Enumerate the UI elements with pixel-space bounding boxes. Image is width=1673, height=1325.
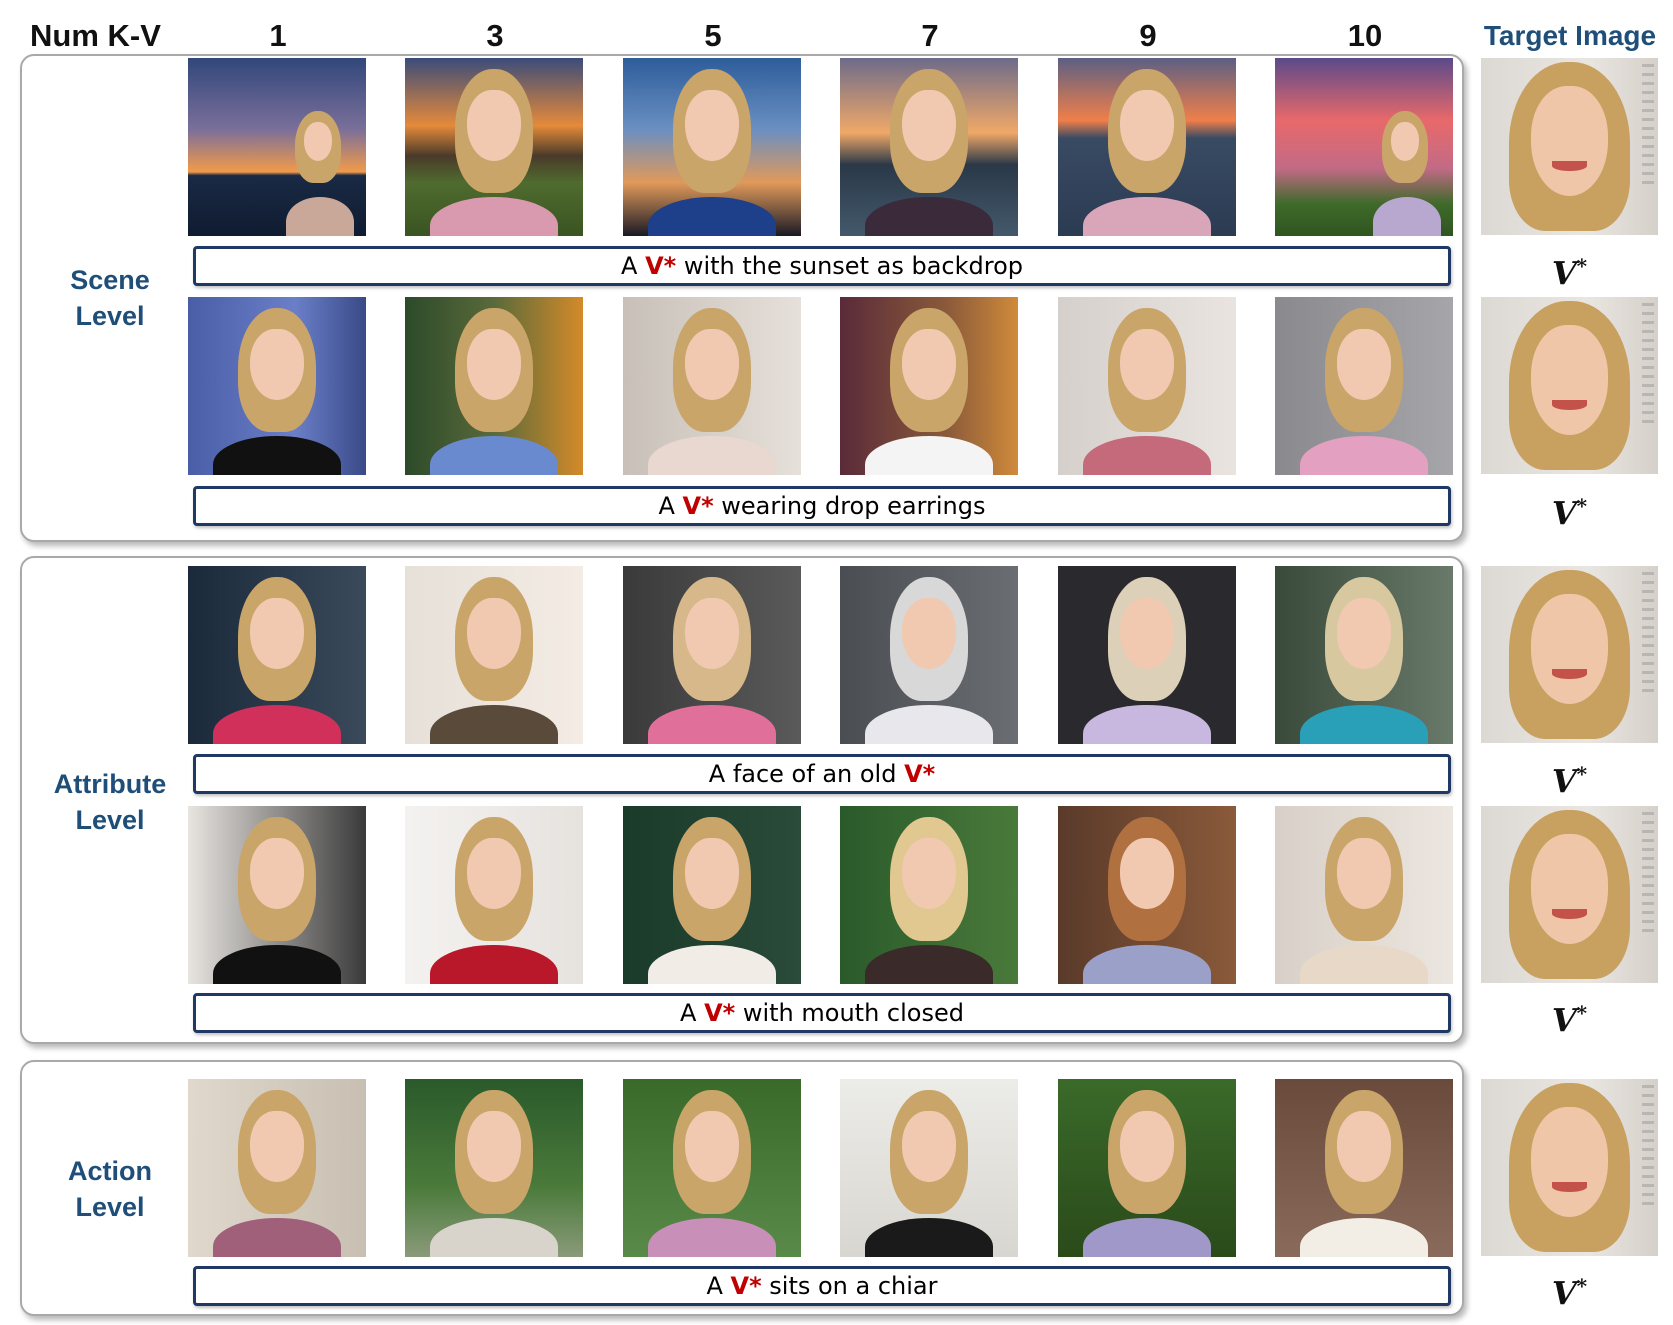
generated-image-old-kv7: [840, 566, 1018, 744]
column-header-5: 5: [704, 18, 722, 53]
prompt-text: A face of an old: [708, 760, 905, 788]
generated-image-sunset-kv5: [623, 58, 801, 236]
level-label-line2: Level: [75, 805, 145, 835]
generated-image-old-kv10: [1275, 566, 1453, 744]
target-image: [1481, 566, 1658, 743]
column-header-1: 1: [269, 18, 287, 53]
target-token-label: V*: [1481, 752, 1658, 801]
prompt-token: V*: [645, 252, 677, 280]
level-label-line1: Attribute: [53, 769, 167, 799]
level-label-line1: Action: [68, 1156, 152, 1186]
generated-image-earrings-kv7: [840, 297, 1018, 475]
generated-image-earrings-kv9: [1058, 297, 1236, 475]
prompt-text: with the sunset as backdrop: [676, 252, 1023, 280]
generated-image-sunset-kv1: [188, 58, 366, 236]
target-token-label: V*: [1481, 991, 1658, 1040]
generated-image-earrings-kv5: [623, 297, 801, 475]
generated-image-mouth-closed-kv3: [405, 806, 583, 984]
target-symbol: V: [1551, 762, 1577, 801]
generated-image-chair-kv5: [623, 1079, 801, 1257]
generated-image-mouth-closed-kv7: [840, 806, 1018, 984]
generated-image-mouth-closed-kv10: [1275, 806, 1453, 984]
generated-image-sunset-kv9: [1058, 58, 1236, 236]
prompt-text: with mouth closed: [735, 999, 964, 1027]
generated-image-chair-kv1: [188, 1079, 366, 1257]
num-kv-header: Num K-V: [30, 18, 161, 53]
generated-image-sunset-kv7: [840, 58, 1018, 236]
prompt-token: V*: [730, 1272, 762, 1300]
prompt-caption-mouth-closed: A V* with mouth closed: [193, 993, 1451, 1033]
generated-image-sunset-kv10: [1275, 58, 1453, 236]
generated-image-sunset-kv3: [405, 58, 583, 236]
target-symbol-sup: *: [1576, 1001, 1588, 1025]
column-header-10: 10: [1347, 18, 1383, 53]
target-image: [1481, 806, 1658, 983]
generated-image-mouth-closed-kv1: [188, 806, 366, 984]
target-symbol-sup: *: [1576, 254, 1588, 278]
generated-image-chair-kv3: [405, 1079, 583, 1257]
generated-image-earrings-kv3: [405, 297, 583, 475]
prompt-caption-sunset: A V* with the sunset as backdrop: [193, 246, 1451, 286]
target-symbol: V: [1551, 494, 1577, 533]
target-symbol-sup: *: [1576, 494, 1588, 518]
action-level-label: Action Level: [20, 1153, 200, 1225]
target-symbol: V: [1551, 1274, 1577, 1313]
column-header-3: 3: [486, 18, 504, 53]
prompt-text: sits on a chiar: [761, 1272, 938, 1300]
generated-image-chair-kv7: [840, 1079, 1018, 1257]
level-label-line1: Scene: [70, 265, 150, 295]
target-symbol: V: [1551, 1001, 1577, 1040]
prompt-token: V*: [682, 492, 714, 520]
level-label-line2: Level: [75, 1192, 145, 1222]
target-image-header: Target Image: [1483, 20, 1657, 51]
target-image: [1481, 58, 1658, 235]
target-symbol-sup: *: [1576, 1274, 1588, 1298]
scene-level-label: Scene Level: [20, 262, 200, 334]
prompt-text: wearing drop earrings: [713, 492, 986, 520]
target-image: [1481, 297, 1658, 474]
target-image: [1481, 1079, 1658, 1256]
prompt-text: A: [680, 999, 705, 1027]
target-token-label: V*: [1481, 1264, 1658, 1313]
attribute-level-label: Attribute Level: [20, 766, 200, 838]
target-symbol-sup: *: [1576, 762, 1588, 786]
prompt-caption-chair: A V* sits on a chiar: [193, 1266, 1451, 1306]
target-token-label: V*: [1481, 484, 1658, 533]
prompt-caption-earrings: A V* wearing drop earrings: [193, 486, 1451, 526]
generated-image-earrings-kv10: [1275, 297, 1453, 475]
generated-image-earrings-kv1: [188, 297, 366, 475]
generated-image-chair-kv10: [1275, 1079, 1453, 1257]
generated-image-mouth-closed-kv9: [1058, 806, 1236, 984]
generated-image-old-kv1: [188, 566, 366, 744]
prompt-caption-old: A face of an old V*: [193, 754, 1451, 794]
generated-image-chair-kv9: [1058, 1079, 1236, 1257]
prompt-text: A: [706, 1272, 731, 1300]
column-header-7: 7: [921, 18, 939, 53]
target-symbol: V: [1551, 254, 1577, 293]
prompt-token: V*: [704, 999, 736, 1027]
column-header-9: 9: [1139, 18, 1157, 53]
prompt-token: V*: [904, 760, 936, 788]
generated-image-old-kv5: [623, 566, 801, 744]
prompt-text: A: [621, 252, 646, 280]
prompt-text: A: [658, 492, 683, 520]
generated-image-old-kv9: [1058, 566, 1236, 744]
target-token-label: V*: [1481, 244, 1658, 293]
generated-image-mouth-closed-kv5: [623, 806, 801, 984]
generated-image-old-kv3: [405, 566, 583, 744]
level-label-line2: Level: [75, 301, 145, 331]
